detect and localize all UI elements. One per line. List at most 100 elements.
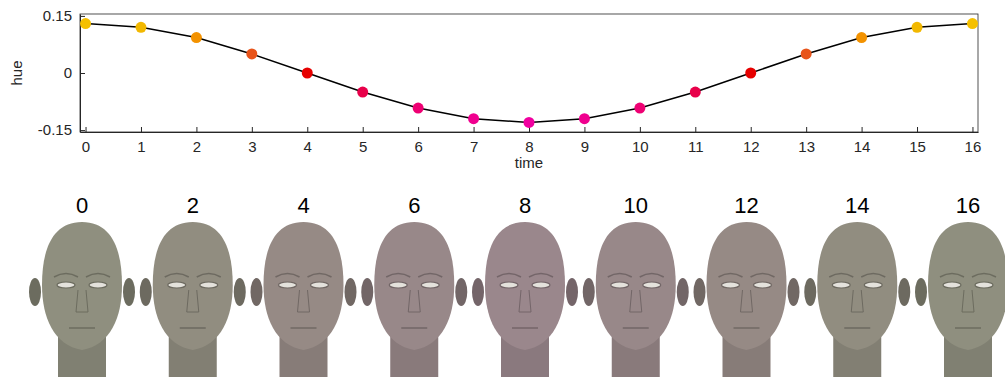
brow — [608, 274, 632, 278]
tick-mark — [196, 127, 197, 132]
tick-mark — [695, 127, 696, 132]
brow — [640, 274, 664, 278]
tick-mark — [307, 127, 308, 132]
marker — [634, 103, 645, 114]
face-label: 12 — [734, 193, 758, 218]
face: 0 — [29, 193, 135, 377]
eye — [722, 282, 740, 288]
brow — [386, 274, 410, 278]
brow — [940, 274, 964, 278]
marker — [468, 113, 479, 124]
ear — [472, 278, 484, 306]
nose — [408, 290, 420, 312]
tick-mark — [474, 127, 475, 132]
tick-label: 8 — [525, 138, 533, 155]
eye — [57, 282, 75, 288]
eye — [500, 282, 518, 288]
brow — [719, 274, 743, 278]
eye — [311, 282, 329, 288]
ear — [804, 278, 816, 306]
ear — [345, 278, 357, 306]
eye — [168, 282, 186, 288]
eye — [200, 282, 218, 288]
marker — [135, 22, 146, 33]
face-label: 0 — [76, 193, 88, 218]
mouth — [291, 327, 317, 329]
eye — [643, 282, 661, 288]
ear — [123, 278, 135, 306]
tick: 5 — [359, 127, 367, 155]
face: 14 — [804, 193, 910, 377]
face-label: 6 — [408, 193, 420, 218]
tick: 9 — [581, 127, 589, 155]
face: 8 — [472, 193, 578, 377]
figure: 012345678910111213141516-0.1500.15timehu… — [0, 0, 1005, 377]
brow — [276, 274, 300, 278]
tick: 10 — [632, 127, 649, 155]
tick-label: 11 — [688, 138, 704, 155]
tick-label: 9 — [581, 138, 589, 155]
mouth — [734, 327, 760, 329]
ear — [677, 278, 689, 306]
tick-label: 4 — [304, 138, 312, 155]
tick-label: 14 — [854, 138, 871, 155]
eye — [943, 282, 961, 288]
tick-mark — [917, 127, 918, 132]
marker — [191, 32, 202, 43]
tick-mark — [80, 130, 85, 131]
tick: 3 — [248, 127, 256, 155]
marker — [524, 117, 535, 128]
tick: 1 — [137, 127, 145, 155]
ear — [234, 278, 246, 306]
face: 2 — [140, 193, 246, 377]
head — [264, 222, 344, 350]
ear — [251, 278, 263, 306]
tick: 6 — [414, 127, 422, 155]
tick-label: 3 — [248, 138, 256, 155]
tick: 12 — [743, 127, 760, 155]
mouth — [844, 327, 870, 329]
nose — [851, 290, 863, 312]
tick-label: 7 — [470, 138, 478, 155]
marker — [357, 87, 368, 98]
tick-mark — [363, 127, 364, 132]
mouth — [623, 327, 649, 329]
marker — [745, 68, 756, 79]
ear — [915, 278, 927, 306]
brow — [86, 274, 110, 278]
eye — [421, 282, 439, 288]
plot-frame — [80, 14, 978, 132]
face-label: 14 — [845, 193, 869, 218]
marker — [912, 22, 923, 33]
face-label: 8 — [519, 193, 531, 218]
tick: 8 — [525, 127, 533, 155]
eye — [389, 282, 407, 288]
mouth — [401, 327, 427, 329]
tick-mark — [141, 127, 142, 132]
brow — [197, 274, 221, 278]
tick: 0.15 — [43, 7, 85, 24]
tick-label: 0.15 — [43, 7, 72, 24]
face: 6 — [361, 193, 467, 377]
marker — [801, 48, 812, 59]
head — [707, 222, 787, 350]
eye — [279, 282, 297, 288]
axis-line — [81, 132, 979, 133]
marker — [246, 48, 257, 59]
tick-mark — [972, 127, 973, 132]
eye — [532, 282, 550, 288]
tick: 16 — [965, 127, 982, 155]
tick-mark — [80, 16, 85, 17]
marker — [967, 18, 978, 29]
marker — [413, 103, 424, 114]
face: 10 — [583, 193, 689, 377]
eye — [864, 282, 882, 288]
tick-label: 6 — [414, 138, 422, 155]
eye — [89, 282, 107, 288]
tick-mark — [806, 127, 807, 132]
face-label: 16 — [956, 193, 980, 218]
tick: 2 — [193, 127, 201, 155]
tick-mark — [252, 127, 253, 132]
head — [485, 222, 565, 350]
marker — [690, 87, 701, 98]
